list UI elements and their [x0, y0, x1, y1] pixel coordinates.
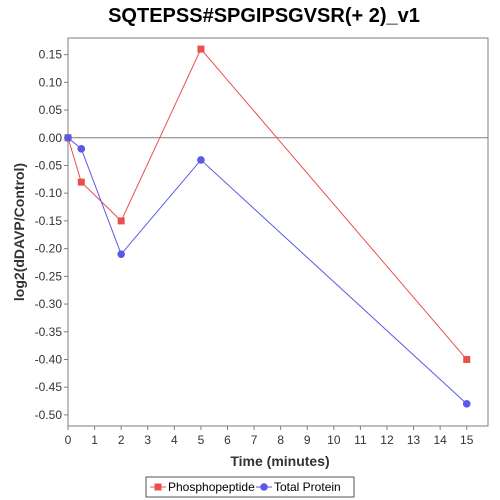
y-tick-label: -0.05	[35, 158, 63, 172]
data-point-2	[117, 250, 125, 258]
x-tick-label: 1	[91, 433, 98, 447]
y-tick-label: -0.40	[35, 352, 63, 366]
y-tick-label: -0.45	[35, 380, 63, 394]
x-tick-label: 6	[224, 433, 231, 447]
x-tick-label: 7	[251, 433, 258, 447]
x-tick-label: 4	[171, 433, 178, 447]
data-point-1	[463, 355, 471, 363]
x-tick-label: 9	[304, 433, 311, 447]
y-tick-label: -0.15	[35, 214, 63, 228]
data-point-1	[77, 178, 85, 186]
y-axis-label: log2(dDAVP/Control)	[11, 163, 27, 301]
legend: Phosphopeptide Total Protein	[145, 476, 355, 498]
y-tick-label: 0.10	[39, 75, 63, 89]
x-tick-label: 2	[118, 433, 125, 447]
x-tick-label: 11	[354, 433, 367, 447]
x-tick-label: 10	[327, 433, 341, 447]
x-axis-label: Time (minutes)	[230, 453, 329, 469]
data-point-1	[117, 217, 125, 225]
y-tick-label: -0.50	[35, 408, 63, 422]
legend-label-1: Phosphopeptide	[168, 480, 255, 494]
x-tick-label: 3	[144, 433, 151, 447]
x-tick-label: 13	[407, 433, 421, 447]
legend-box	[145, 476, 355, 498]
chart-title: SQTEPSS#SPGIPSGVSR(+ 2)_v1	[108, 5, 420, 27]
legend-marker-2	[260, 483, 268, 491]
x-tick-label: 14	[433, 433, 447, 447]
legend-label-2: Total Protein	[274, 480, 341, 494]
x-tick-label: 5	[198, 433, 205, 447]
y-tick-label: 0.00	[39, 131, 63, 145]
y-tick-label: -0.30	[35, 297, 63, 311]
plot-area	[67, 37, 489, 427]
data-point-2	[462, 400, 471, 408]
x-tick-label: 0	[65, 433, 72, 447]
y-tick-label: -0.20	[35, 242, 63, 256]
y-tick-label: 0.15	[39, 48, 63, 62]
y-tick-label: -0.25	[35, 269, 63, 283]
y-tick-label: 0.05	[39, 103, 63, 117]
y-tick-label: -0.35	[35, 325, 63, 339]
legend-marker-1	[154, 483, 162, 491]
series-layer	[64, 45, 471, 408]
data-point-2	[197, 156, 205, 164]
y-axis: 0.15 0.10 0.05 0.00 -0.05 -0.10 -0.15 -0.20 -0.2…	[35, 48, 68, 422]
data-point-1	[197, 45, 205, 53]
x-tick-label: 15	[460, 433, 474, 447]
x-tick-label: 12	[380, 433, 394, 447]
data-point-2	[77, 145, 86, 153]
data-point-2	[64, 133, 72, 142]
y-tick-label: -0.10	[35, 186, 63, 200]
x-axis: 0 1 2 3 4 5 6 7 8 9 10 11 12 13 14 15	[65, 426, 474, 447]
x-tick-label: 8	[277, 433, 284, 447]
